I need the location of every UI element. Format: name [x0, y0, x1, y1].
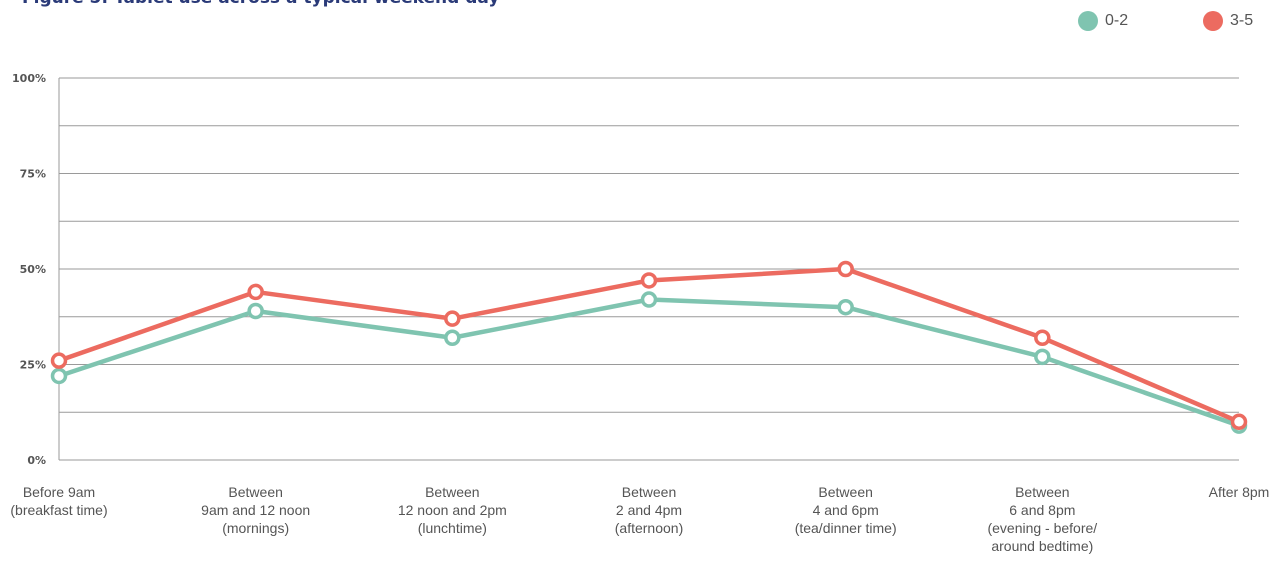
x-tick-label: Between 9am and 12 noon (mornings): [201, 484, 310, 536]
legend-label-3-5: 3-5: [1230, 12, 1254, 29]
x-tick-label-line: 6 and 8pm: [1009, 502, 1075, 518]
data-point-3-5: [444, 310, 461, 327]
data-point-0-2: [640, 291, 658, 308]
data-point-0-2: [1034, 348, 1051, 366]
x-tick-label-line: After 8pm: [1209, 484, 1270, 500]
x-tick-label-line: around bedtime): [991, 538, 1093, 554]
x-tick-label-line: (afternoon): [615, 520, 683, 536]
x-tick-label: Between 4 and 6pm (tea/dinner time): [795, 484, 897, 536]
x-tick-label-line: 9am and 12 noon: [201, 502, 310, 518]
data-point-3-5: [640, 272, 658, 289]
legend-label-0-2: 0-2: [1105, 12, 1129, 29]
x-tick-label-line: Before 9am: [23, 484, 95, 500]
x-tick-label: Between 2 and 4pm (afternoon): [615, 484, 683, 536]
x-tick-label-line: 12 noon and 2pm: [398, 502, 507, 518]
x-tick-label-line: (evening - before/: [987, 520, 1097, 536]
data-point-3-5: [837, 260, 854, 278]
legend-swatch-0-2: [1078, 11, 1098, 31]
x-tick-label-line: Between: [818, 484, 872, 500]
x-tick-label-line: (tea/dinner time): [795, 520, 897, 536]
data-point-0-2: [247, 302, 264, 320]
data-point-3-5: [1034, 329, 1051, 347]
x-tick-label-line: (mornings): [222, 520, 289, 536]
chart-title: Figure 5: Tablet use across a typical we…: [22, 0, 499, 8]
series-line-0-2: [56, 297, 1242, 428]
x-tick-label: Between 12 noon and 2pm (lunchtime): [398, 484, 507, 536]
x-tick-label: Before 9am (breakfast time): [10, 484, 107, 518]
x-tick-label-line: Between: [228, 484, 282, 500]
x-tick-label-line: (lunchtime): [418, 520, 487, 536]
x-tick-label-line: 4 and 6pm: [813, 502, 879, 518]
x-tick-label-line: Between: [425, 484, 479, 500]
y-tick-label: 50%: [20, 263, 46, 276]
data-point-0-2: [50, 367, 68, 385]
x-tick-label: After 8pm: [1209, 484, 1270, 500]
y-tick-label: 100%: [12, 72, 46, 85]
x-tick-label-line: Between: [1015, 484, 1069, 500]
y-tick-label: 75%: [20, 168, 46, 181]
data-point-0-2: [444, 329, 461, 347]
data-point-3-5: [50, 352, 68, 369]
legend-swatch-3-5: [1203, 11, 1223, 31]
x-tick-label-line: Between: [622, 484, 676, 500]
y-tick-label: 0%: [27, 454, 46, 467]
data-point-3-5: [1230, 413, 1248, 431]
x-tick-label: Between 6 and 8pm (evening - before/around…: [987, 484, 1097, 554]
legend-item-0-2: 0-2: [1078, 9, 1128, 33]
data-point-0-2: [837, 298, 854, 316]
x-tick-label-line: (breakfast time): [10, 502, 107, 518]
x-tick-label-line: 2 and 4pm: [616, 502, 682, 518]
legend-item-3-5: 3-5: [1203, 9, 1253, 33]
data-point-3-5: [247, 283, 264, 301]
y-tick-label: 25%: [20, 359, 46, 372]
